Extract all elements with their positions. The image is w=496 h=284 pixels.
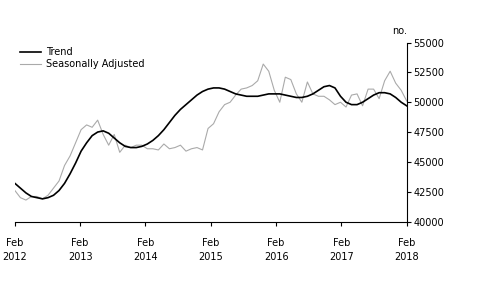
Text: 2017: 2017 (329, 252, 354, 262)
Text: Feb: Feb (333, 238, 350, 248)
Seasonally Adjusted (12, 189, 18, 192)
Text: Feb: Feb (398, 238, 416, 248)
Text: 2014: 2014 (133, 252, 158, 262)
Seasonally Adjusted (260, 62, 266, 66)
Text: Feb: Feb (6, 238, 24, 248)
Text: no.: no. (392, 26, 407, 36)
Seasonally Adjusted (271, 89, 277, 92)
Seasonally Adjusted (288, 78, 294, 81)
Trend (326, 84, 332, 87)
Trend (72, 161, 78, 165)
Text: Feb: Feb (267, 238, 285, 248)
Trend (381, 91, 387, 94)
Trend (12, 182, 18, 185)
Text: Feb: Feb (202, 238, 220, 248)
Text: 2018: 2018 (394, 252, 419, 262)
Line: Trend: Trend (15, 85, 407, 199)
Seasonally Adjusted (404, 99, 410, 103)
Trend (238, 93, 244, 97)
Text: 2012: 2012 (2, 252, 27, 262)
Text: 2015: 2015 (198, 252, 223, 262)
Seasonally Adjusted (72, 141, 78, 145)
Legend: Trend, Seasonally Adjusted: Trend, Seasonally Adjusted (20, 47, 144, 69)
Seasonally Adjusted (238, 87, 244, 91)
Text: 2013: 2013 (68, 252, 92, 262)
Trend (282, 93, 288, 97)
Seasonally Adjusted (23, 198, 29, 202)
Seasonally Adjusted (381, 79, 387, 82)
Text: Feb: Feb (137, 238, 154, 248)
Trend (404, 104, 410, 108)
Trend (150, 139, 156, 142)
Trend (40, 197, 46, 201)
Line: Seasonally Adjusted: Seasonally Adjusted (15, 64, 407, 200)
Seasonally Adjusted (150, 147, 156, 151)
Trend (266, 92, 272, 96)
Text: 2016: 2016 (264, 252, 288, 262)
Text: Feb: Feb (71, 238, 89, 248)
